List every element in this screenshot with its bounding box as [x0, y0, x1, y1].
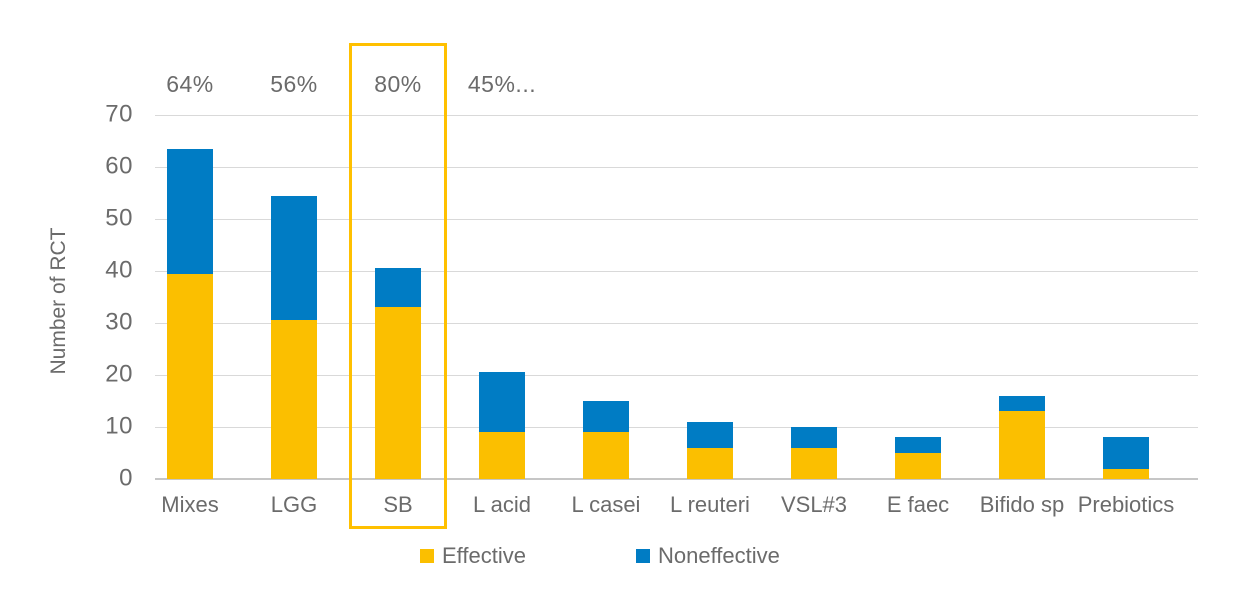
bar-effective-segment	[583, 432, 629, 479]
percent-label: 45%...	[467, 71, 537, 97]
bar-noneffective-segment	[999, 395, 1045, 412]
legend-item-effective: Effective	[420, 543, 526, 569]
percent-label: 64%	[166, 71, 214, 97]
category-label: VSL#3	[780, 492, 848, 517]
bar-effective-segment	[1103, 468, 1149, 479]
gridline	[155, 115, 1198, 116]
bar-noneffective-segment	[479, 372, 525, 433]
highlight-box	[349, 43, 447, 529]
x-axis-line	[155, 478, 1198, 480]
legend-item-noneffective: Noneffective	[636, 543, 780, 569]
y-tick-label: 30	[105, 308, 133, 336]
category-label: L acid	[473, 492, 531, 517]
gridline	[155, 427, 1198, 428]
category-label: Prebiotics	[1077, 492, 1175, 517]
y-tick-label: 60	[105, 152, 133, 180]
gridline	[155, 219, 1198, 220]
bar-effective-segment	[167, 273, 213, 479]
bar-noneffective-segment	[271, 195, 317, 321]
bar-effective-segment	[479, 432, 525, 479]
gridline	[155, 167, 1198, 168]
y-tick-label: 70	[105, 100, 133, 128]
y-tick-label: 10	[105, 412, 133, 440]
category-label: SB	[383, 492, 413, 517]
bar-effective-segment	[687, 447, 733, 479]
bar-noneffective-segment	[167, 148, 213, 274]
category-label: L casei	[571, 492, 641, 517]
bar-noneffective-segment	[1103, 437, 1149, 469]
category-label: L reuteri	[670, 492, 750, 517]
bar-noneffective-segment	[895, 437, 941, 453]
y-tick-label: 0	[119, 464, 133, 492]
bar-effective-segment	[375, 307, 421, 479]
y-tick-label: 40	[105, 256, 133, 284]
bar-effective-segment	[791, 447, 837, 479]
bar-effective-segment	[895, 453, 941, 479]
category-label: E faec	[886, 492, 950, 517]
bar-effective-segment	[271, 320, 317, 479]
bar-noneffective-segment	[791, 427, 837, 448]
legend-swatch-noneffective	[636, 549, 650, 563]
gridline	[155, 323, 1198, 324]
y-tick-label: 50	[105, 204, 133, 232]
category-label: LGG	[270, 492, 318, 517]
bar-noneffective-segment	[375, 268, 421, 308]
legend-swatch-effective	[420, 549, 434, 563]
category-label: Mixes	[161, 492, 219, 517]
bar-noneffective-segment	[583, 401, 629, 433]
gridline	[155, 375, 1198, 376]
bar-effective-segment	[999, 411, 1045, 479]
category-label: Bifido sp	[979, 492, 1065, 517]
y-tick-label: 20	[105, 360, 133, 388]
percent-label: 80%	[374, 71, 422, 97]
legend-label: Noneffective	[658, 543, 780, 568]
legend-label: Effective	[442, 543, 526, 568]
gridline	[155, 271, 1198, 272]
percent-label: 56%	[270, 71, 318, 97]
bar-noneffective-segment	[687, 421, 733, 448]
